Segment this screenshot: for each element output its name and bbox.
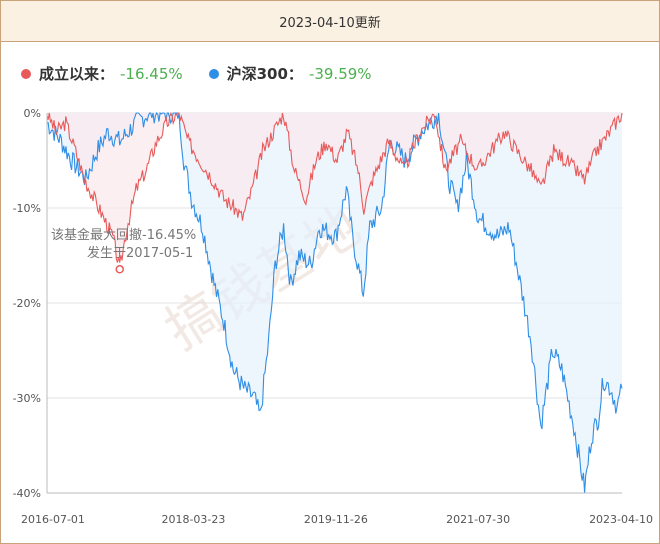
legend: 成立以来： -16.45% 沪深300： -39.59% — [21, 63, 398, 84]
x-tick-label: 2019-11-26 — [304, 513, 368, 526]
fund-series-area — [47, 113, 622, 263]
fund-legend-name[interactable]: 成立以来： — [39, 65, 115, 83]
x-tick-label: 2021-07-30 — [446, 513, 510, 526]
y-axis: 0% -10% -20% -30% -40% — [13, 107, 622, 500]
drawdown-marker — [115, 265, 124, 274]
y-tick-label: 0% — [24, 107, 41, 120]
max-drawdown-point — [115, 265, 124, 274]
x-axis: 2016-07-01 2018-03-23 2019-11-26 2021-07-30… — [21, 513, 653, 526]
fund-legend-dot — [21, 68, 31, 79]
drawdown-annotation-line1: 该基金最大回撤-16.45% — [51, 227, 196, 243]
update-header: 2023-04-10更新 — [1, 1, 659, 42]
x-tick-label: 2016-07-01 — [21, 513, 85, 526]
x-tick-label: 2018-03-23 — [161, 513, 225, 526]
fund-series-line — [46, 111, 623, 263]
index-legend-value: -39.59% — [308, 64, 372, 83]
y-tick-label: -30% — [13, 392, 41, 405]
fund-legend-value: -16.45% — [120, 64, 183, 83]
series-lines — [46, 111, 623, 494]
index-series-area — [47, 113, 622, 493]
x-tick-label: 2023-04-10 — [589, 513, 653, 526]
drawdown-annotation-line2: 发生于2017-05-1 — [87, 245, 193, 261]
y-tick-label: -20% — [13, 297, 41, 310]
index-series-line — [46, 112, 623, 494]
index-legend-name[interactable]: 沪深300： — [226, 65, 303, 83]
index-legend-dot — [208, 68, 219, 79]
y-tick-label: -40% — [13, 487, 41, 500]
drawdown-chart: 搞钱基地 0%-10%-20%-30%-40% 2016-07-012018-0… — [13, 107, 653, 526]
update-date-label: 2023-04-10更新 — [279, 15, 381, 31]
y-tick-label: -10% — [13, 202, 41, 215]
series-areas — [47, 113, 622, 493]
